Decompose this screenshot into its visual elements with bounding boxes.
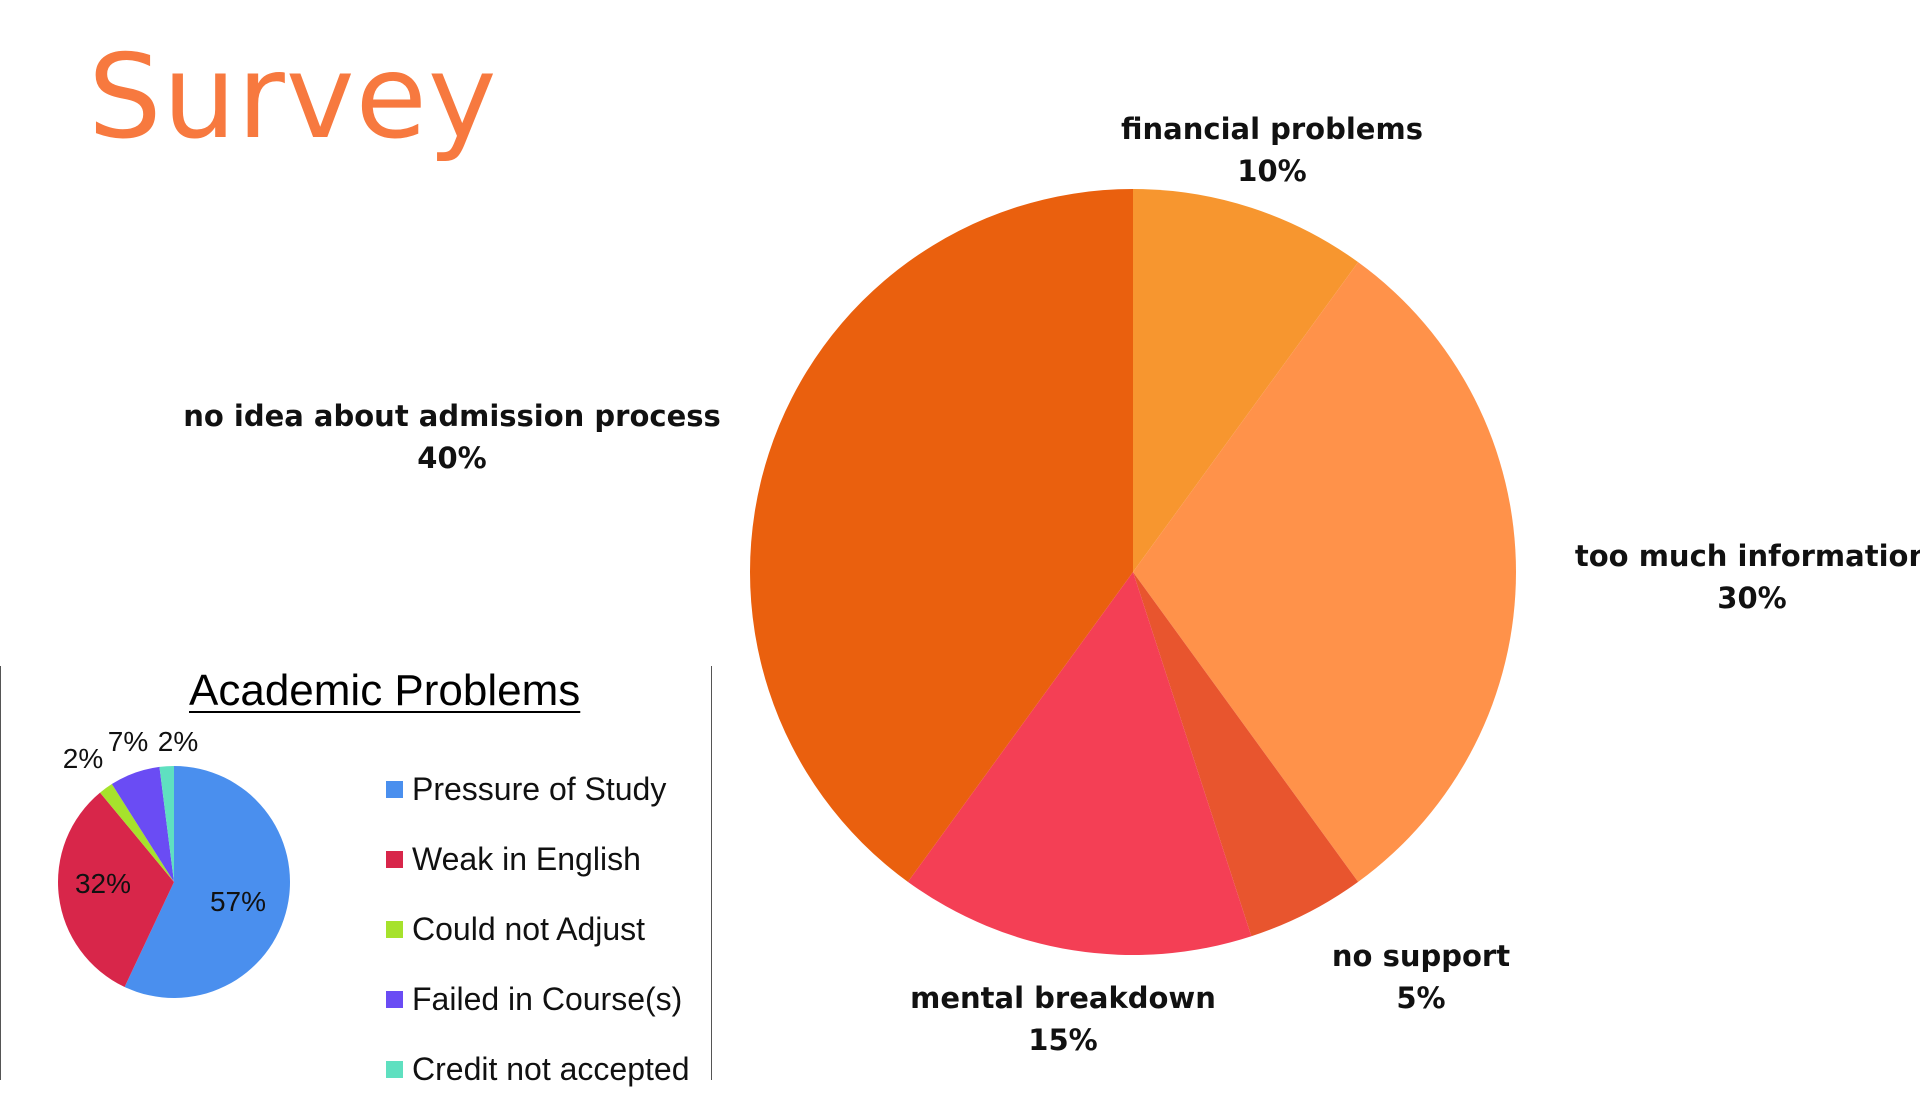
legend-swatch (386, 920, 403, 938)
pie-label-no-support: no support 5% (1332, 935, 1510, 1019)
main-pie-slice-no-support (1133, 572, 1359, 937)
academic-chart-title: Academic Problems (189, 666, 581, 715)
legend-label: Credit not accepted (412, 1050, 690, 1087)
legend-item-weak-in-english: Weak in English (386, 824, 690, 894)
pie-label-no-idea-about-admission-process: no idea about admission process 40% (183, 395, 721, 479)
academic-pie-value-label: 2% (62, 743, 104, 774)
legend-swatch (386, 850, 403, 868)
pie-label-name: mental breakdown (910, 981, 1216, 1015)
academic-pie (57, 766, 290, 998)
academic-pie-value-label: 2% (157, 726, 199, 757)
legend-swatch (386, 1060, 403, 1078)
pie-label-value: 10% (1237, 154, 1307, 188)
pie-label-financial-problems: financial problems 10% (1121, 108, 1423, 192)
legend-swatch (386, 780, 403, 798)
academic-problems-chart: Academic Problems 57% 32% 2% 7% 2% Pressure … (0, 666, 712, 1087)
legend-item-failed-in-course-s: Failed in Course(s) (386, 964, 690, 1034)
main-pie-slice-mental-breakdown (907, 572, 1252, 956)
legend-label: Pressure of Study (412, 770, 667, 807)
legend-label: Failed in Course(s) (412, 980, 683, 1017)
pie-label-mental-breakdown: mental breakdown 15% (910, 977, 1216, 1061)
pie-label-value: 15% (1028, 1023, 1098, 1057)
pie-label-value: 5% (1396, 981, 1446, 1015)
legend-swatch (386, 990, 403, 1008)
academic-pie-slice-pressure-of-study (124, 766, 290, 998)
legend-label: Weak in English (412, 840, 641, 877)
main-pie-slice-no-idea-about-admission-process (750, 189, 1133, 882)
academic-pie-value-label: 57% (209, 886, 267, 917)
main-pie-slice-too-much-information (1133, 262, 1516, 882)
pie-label-too-much-information: too much information 30% (1575, 535, 1920, 619)
academic-pie-slice-weak-in-english (57, 792, 175, 987)
pie-label-name: financial problems (1121, 112, 1423, 146)
pie-label-name: no support (1331, 939, 1511, 973)
academic-pie-slice-could-not-adjust (100, 784, 174, 882)
pie-label-value: 40% (417, 441, 487, 475)
legend-item-pressure-of-study: Pressure of Study (386, 754, 690, 824)
page-title: Survey (88, 30, 498, 165)
main-pie-slice-financial-problems (1133, 189, 1359, 572)
pie-label-value: 30% (1717, 581, 1787, 615)
pie-label-name: no idea about admission process (183, 399, 721, 433)
academic-legend: Pressure of Study Weak in English Could no… (386, 754, 690, 1104)
pie-label-name: too much information (1574, 539, 1920, 573)
academic-pie-slice-credit-not-accepted (159, 766, 174, 882)
academic-pie-slice-failed-in-course-s (111, 766, 174, 882)
legend-label: Could not Adjust (412, 910, 646, 947)
legend-item-credit-not-accepted: Credit not accepted (386, 1034, 690, 1104)
academic-pie-value-label: 32% (74, 868, 132, 899)
main-pie-chart (750, 189, 1516, 956)
legend-item-could-not-adjust: Could not Adjust (386, 894, 690, 964)
academic-pie-value-label: 7% (107, 726, 149, 757)
